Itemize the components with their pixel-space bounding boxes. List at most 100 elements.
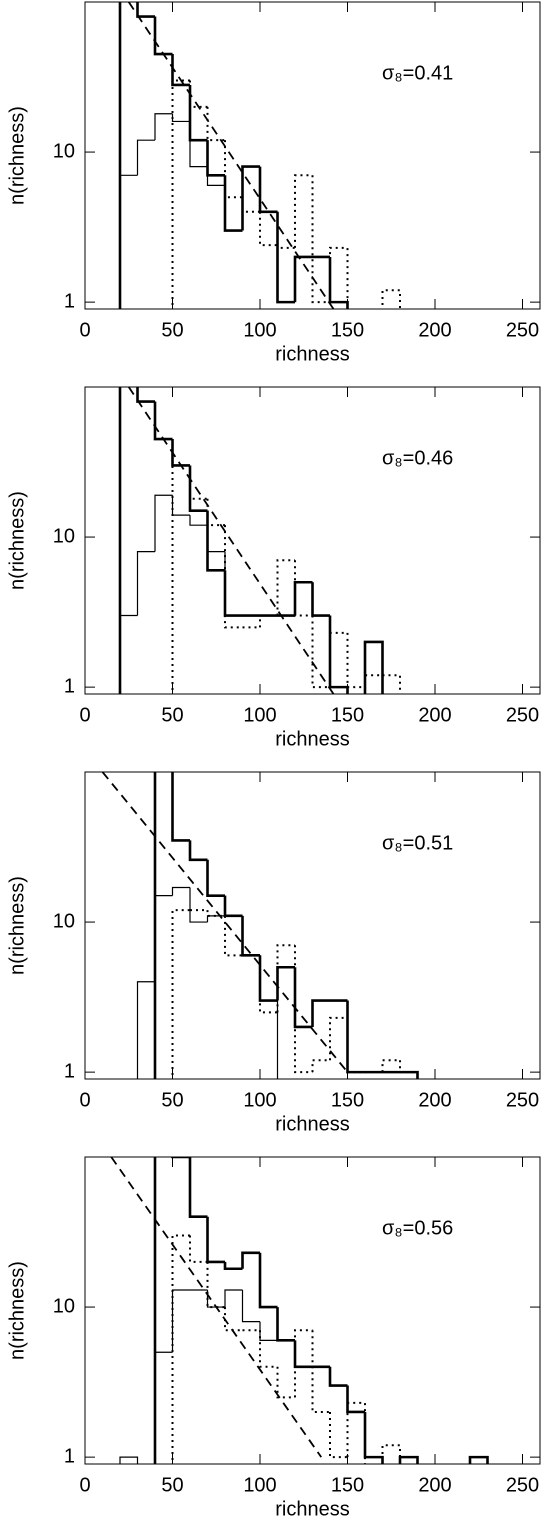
y-tick-label: 1: [64, 290, 75, 312]
histogram-step: [259, 955, 279, 1079]
y-tick-label: 1: [64, 1445, 75, 1467]
x-tick-label: 150: [331, 1474, 364, 1496]
histogram-step: [400, 1070, 419, 1079]
x-tick-label: 250: [506, 1474, 539, 1496]
histogram-step: [188, 840, 208, 862]
annotation: σ₈=0.41: [382, 62, 453, 84]
plot-area: [118, 387, 401, 694]
panel: 0 50 100 150 200 250 1 10 richness n(richness) σ₈=…: [6, 386, 541, 750]
histogram-step: [224, 1307, 243, 1332]
histogram-step: [223, 570, 243, 617]
histogram-step: [311, 1330, 330, 1413]
histogram-step: [154, 1351, 173, 1464]
histogram-step: [276, 559, 295, 616]
histogram-step: [346, 1000, 365, 1074]
y-tick-label: 1: [64, 675, 75, 697]
histogram-step: [346, 1385, 365, 1413]
histogram-step: [468, 1455, 489, 1464]
histogram-step: [206, 498, 225, 527]
x-axis-label: richness: [275, 1498, 349, 1517]
x-tick-label: 100: [243, 319, 276, 341]
histogram-step: [276, 1307, 295, 1342]
y-tick-label: 1: [64, 1060, 75, 1082]
histogram-step: [224, 551, 243, 617]
plot-frame: [84, 1156, 541, 1465]
x-tick-label: 0: [79, 704, 90, 726]
histogram-step: [206, 1216, 225, 1264]
histogram-step: [398, 1455, 419, 1464]
histogram-step: [311, 175, 330, 304]
histogram-step: [329, 615, 349, 694]
histogram-step: [189, 1235, 208, 1263]
histogram-step: [171, 1289, 190, 1353]
histogram-step: [346, 1401, 366, 1464]
histogram-step: [258, 955, 278, 1002]
panel: 0 50 100 150 200 250 1 10 richness n(richness) σ₈=…: [6, 1, 541, 365]
histogram-step: [293, 580, 313, 616]
y-tick-label: 10: [53, 910, 75, 932]
y-tick-label: 10: [53, 140, 75, 162]
x-tick-label: 200: [418, 319, 451, 341]
x-tick-label: 0: [79, 1089, 90, 1111]
histogram-step: [363, 1411, 384, 1464]
histogram-step: [188, 1157, 208, 1219]
histogram-step: [136, 387, 155, 403]
histogram-step: [224, 525, 243, 629]
histogram-step: [224, 185, 243, 232]
x-tick-label: 50: [161, 704, 183, 726]
histogram-step: [189, 465, 208, 500]
histogram-step: [258, 1252, 278, 1309]
histogram-step: [171, 439, 190, 467]
histogram-step: [223, 1261, 243, 1271]
histogram-step: [188, 84, 208, 142]
annotation: σ₈=0.56: [382, 1217, 453, 1239]
histogram-step: [276, 211, 295, 304]
y-axis-label: n(richness): [6, 106, 28, 205]
y-axis-label: n(richness): [6, 876, 28, 975]
histogram-step: [171, 79, 190, 309]
histogram-step: [153, 1157, 157, 1464]
histogram-step: [241, 1251, 260, 1269]
x-tick-label: 250: [506, 319, 539, 341]
histogram-step: [119, 1456, 139, 1464]
histogram-step: [328, 1366, 348, 1387]
plot-frame: [84, 771, 541, 1080]
fit-line: [110, 1157, 322, 1458]
histogram-step: [154, 113, 173, 141]
histogram-step: [363, 640, 384, 694]
histogram-step: [153, 401, 173, 441]
histogram-step: [136, 551, 155, 616]
histogram-step: [294, 256, 313, 303]
histogram-step: [118, 387, 122, 694]
histogram-step: [259, 955, 278, 1014]
histogram-step: [206, 915, 225, 923]
histogram-step: [328, 256, 349, 309]
x-axis-label: richness: [275, 343, 349, 365]
histogram-step: [311, 999, 330, 1027]
histogram-step: [153, 772, 157, 1079]
fit-line: [128, 2, 335, 309]
histogram-step: [241, 197, 260, 213]
histogram-step: [258, 166, 278, 214]
histogram-step: [241, 165, 260, 231]
x-tick-label: 150: [331, 1089, 364, 1111]
histogram-step: [294, 945, 313, 1074]
x-tick-label: 100: [243, 704, 276, 726]
histogram-step: [188, 465, 208, 512]
histogram-step: [399, 1060, 419, 1079]
x-tick-label: 0: [79, 319, 90, 341]
histogram-step: [294, 1340, 313, 1368]
x-tick-label: 150: [331, 704, 364, 726]
x-tick-label: 200: [418, 704, 451, 726]
histogram-step: [259, 1321, 278, 1341]
histogram-step: [224, 915, 243, 957]
histogram-step: [171, 54, 190, 87]
histogram-step: [329, 1016, 348, 1061]
y-axis-label: n(richness): [6, 1261, 28, 1360]
histogram-step: [171, 772, 190, 842]
plot-area: [110, 1157, 489, 1464]
histogram-step: [189, 121, 208, 168]
plot-frame: [84, 1, 541, 310]
histogram-step: [259, 211, 278, 247]
